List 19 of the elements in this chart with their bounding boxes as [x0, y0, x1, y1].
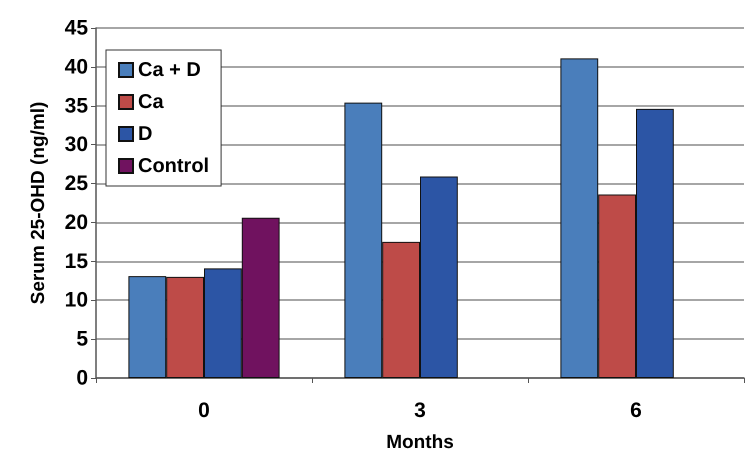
legend-label: Control [138, 155, 210, 177]
y-tick-label: 10 [64, 288, 88, 312]
y-tick-label: 15 [64, 250, 88, 273]
y-tick-label: 40 [64, 55, 88, 78]
y-tick-label: 25 [64, 172, 88, 196]
legend-label: Ca + D [138, 59, 201, 81]
y-tick-label: 0 [76, 366, 88, 390]
y-tick-label: 20 [64, 210, 88, 234]
legend-label: Ca [138, 91, 164, 113]
x-tick-label: 6 [630, 399, 642, 422]
x-tick-label: 3 [414, 399, 426, 422]
y-axis-title: Serum 25-OHD (ng/ml) [28, 102, 49, 304]
y-tick-label: 35 [64, 94, 88, 118]
x-axis-title: Months [386, 432, 454, 453]
y-tick-label: 30 [64, 133, 88, 156]
y-tick-label: 45 [64, 16, 88, 40]
y-tick-label: 5 [76, 328, 88, 351]
legend-label: D [138, 123, 152, 145]
x-tick-label: 0 [198, 399, 210, 422]
